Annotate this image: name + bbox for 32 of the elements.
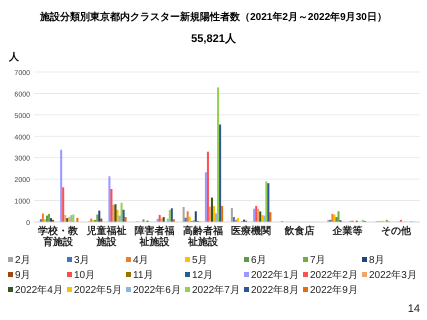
- x-tick-label: 高齢者福祉施設: [182, 225, 223, 248]
- legend-label: 2022年7月: [192, 284, 240, 296]
- x-tick-label: 飲食店: [283, 225, 314, 237]
- x-tick-label: 障害者福祉施設: [134, 225, 175, 248]
- x-tick-label: 学校・教育施設: [38, 225, 80, 248]
- x-tick-label: 医療機関: [231, 225, 272, 237]
- legend-label: 10月: [74, 270, 96, 281]
- legend-label: 6月: [251, 255, 267, 266]
- legend-label: 2022年5月: [74, 284, 122, 296]
- text: 14: [408, 303, 420, 315]
- x-tick-label: その他: [380, 225, 412, 237]
- legend-label: 5月: [192, 255, 208, 266]
- legend-label: 2月: [15, 255, 31, 266]
- chart-subtitle: 55,821人: [191, 33, 237, 45]
- legend-label: 8月: [369, 255, 385, 266]
- y-axis-title: 人: [8, 51, 20, 63]
- legend-label: 2022年6月: [133, 284, 181, 296]
- x-tick-label: 児童福祉施設: [85, 225, 126, 248]
- legend-label: 11月: [133, 270, 154, 281]
- legend-label: 2022年9月: [310, 284, 358, 296]
- legend-label: 2022年1月: [251, 269, 299, 281]
- chart-title: 施設分類別東京都内クラスター新規陽性者数（2021年2月～2022年9月30日）: [39, 11, 387, 23]
- legend-label: 9月: [15, 270, 31, 281]
- legend-label: 3月: [74, 255, 90, 266]
- legend-label: 2022年4月: [15, 284, 63, 296]
- x-tick-label: 企業等: [332, 225, 363, 237]
- legend-label: 4月: [133, 255, 149, 266]
- legend-label: 2022年2月: [310, 269, 358, 281]
- legend-label: 2022年8月: [251, 284, 299, 296]
- legend-label: 7月: [310, 255, 326, 266]
- legend-label: 12月: [192, 270, 214, 281]
- legend-label: 2022年3月: [369, 269, 417, 281]
